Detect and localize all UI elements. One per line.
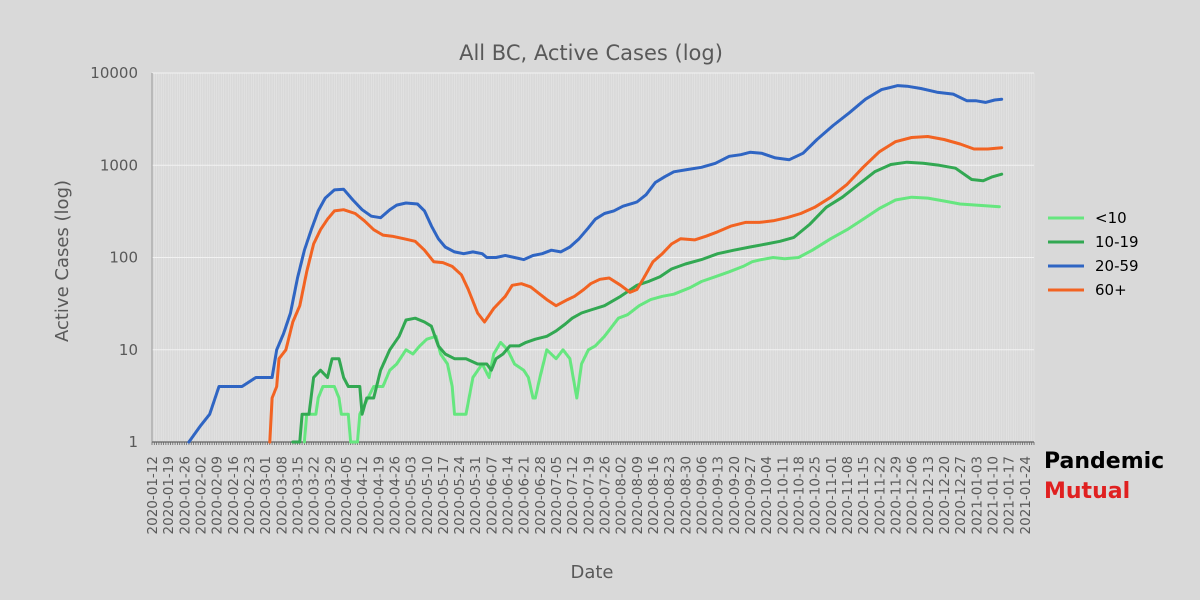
x-tick-label: 2020-03-15 [290,456,306,534]
chart-title: All BC, Active Cases (log) [459,41,723,65]
x-tick-label: 2020-07-19 [581,456,597,534]
x-tick-label: 2021-01-24 [1018,456,1034,534]
x-tick-label: 2020-11-29 [888,456,904,534]
x-tick-label: 2020-10-04 [759,456,775,534]
y-tick-label: 1 [128,433,138,451]
x-tick-label: 2020-02-16 [226,456,242,534]
x-tick-label: 2020-09-27 [743,456,759,534]
x-tick-label: 2020-10-11 [775,456,791,534]
gridlines [151,72,1035,445]
x-tick-label: 2021-01-03 [969,456,985,534]
brand-name-line1: Pandemic [1044,449,1165,474]
x-tick-label: 2020-08-30 [678,456,694,534]
x-tick-label: 2020-08-23 [662,456,678,534]
x-tick-label: 2020-03-08 [274,456,290,534]
y-tick-label: 100 [109,249,138,267]
legend: <10 10-19 20-59 60+ [1048,209,1139,299]
x-tick-label: 2020-04-19 [371,456,387,534]
x-tick-label: 2020-09-20 [727,456,743,534]
x-tick-label: 2021-01-17 [1002,456,1018,534]
x-tick-label: 2020-11-15 [856,456,872,534]
series-line-10-19 [291,160,1004,444]
x-axis-label: Date [570,562,613,583]
x-tick-label: 2020-10-18 [791,456,807,534]
legend-label: 60+ [1095,281,1127,299]
x-tick-label: 2020-06-14 [501,456,517,534]
legend-label: <10 [1095,209,1127,227]
x-tick-label: 2020-04-05 [339,456,355,534]
x-tick-label: 2020-10-25 [808,456,824,534]
x-tick-label: 2020-11-22 [872,456,888,534]
y-tick-label: 10000 [90,64,138,82]
legend-label: 20-59 [1095,257,1139,275]
x-tick-label: 2020-01-12 [145,456,161,534]
x-tick-label: 2020-01-26 [177,456,193,534]
x-axis: 2020-01-12 2020-01-19 2020-01-26 2020-02-02… [145,456,1034,534]
x-tick-label: 2020-02-09 [210,456,226,534]
y-tick-label: 1000 [100,156,138,174]
series-lines [187,84,1004,444]
x-tick-label: 2020-09-06 [695,456,711,534]
x-tick-label: 2020-07-26 [598,456,614,534]
x-tick-label: 2020-12-13 [921,456,937,534]
x-tick-label: 2020-06-21 [517,456,533,534]
x-tick-label: 2020-06-07 [484,456,500,534]
x-tick-label: 2021-01-10 [985,456,1001,534]
x-tick-label: 2020-06-28 [533,456,549,534]
x-tick-label: 2020-03-01 [258,456,274,534]
x-tick-label: 2020-08-09 [630,456,646,534]
x-tick-label: 2020-11-08 [840,456,856,534]
x-tick-label: 2020-07-12 [565,456,581,534]
x-tick-label: 2020-11-01 [824,456,840,534]
x-tick-label: 2020-03-22 [307,456,323,534]
y-axis-label: Active Cases (log) [52,180,73,342]
y-axis: 1 10 100 1000 10000 [90,64,138,451]
x-tick-label: 2020-08-02 [614,456,630,534]
x-tick-label: 2020-05-31 [468,456,484,534]
x-tick-label: 2020-09-13 [711,456,727,534]
x-tick-label: 2020-12-20 [937,456,953,534]
series-line-60 [268,135,1004,444]
brand-name-line2: Mutual [1044,479,1131,504]
x-tick-label: 2020-12-27 [953,456,969,534]
x-tick-label: 2020-08-16 [646,456,662,534]
x-tick-label: 2020-04-26 [387,456,403,534]
x-tick-label: 2020-12-06 [905,456,921,534]
x-tick-label: 2020-03-29 [323,456,339,534]
x-tick-label: 2020-07-05 [549,456,565,534]
x-tick-label: 2020-02-23 [242,456,258,534]
x-tick-label: 2020-02-02 [193,456,209,534]
series-line-10 [302,195,1001,444]
x-tick-label: 2020-05-03 [404,456,420,534]
x-tick-label: 2020-04-12 [355,456,371,534]
x-tick-label: 2020-05-24 [452,456,468,534]
x-tick-label: 2020-05-10 [420,456,436,534]
series-line-20-59 [187,84,1004,444]
x-tick-label: 2020-01-19 [161,456,177,534]
y-tick-label: 10 [119,341,138,359]
legend-label: 10-19 [1095,233,1139,251]
x-tick-label: 2020-05-17 [436,456,452,534]
